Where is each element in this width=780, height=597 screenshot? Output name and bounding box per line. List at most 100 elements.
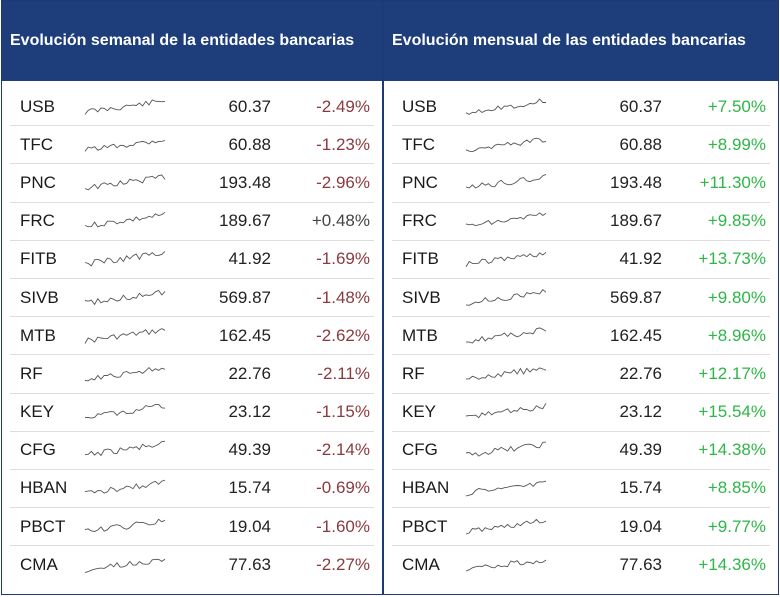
sparkline-icon: [464, 173, 548, 193]
change-percent: +14.36%: [698, 555, 766, 575]
price-value: 49.39: [619, 440, 662, 460]
ticker-symbol: SIVB: [20, 287, 59, 307]
price-value: 193.48: [610, 172, 662, 192]
price-value: 189.67: [610, 211, 662, 231]
change-percent: +8.99%: [707, 134, 766, 154]
change-percent: +15.54%: [698, 402, 766, 422]
price-value: 77.63: [228, 555, 271, 575]
change-percent: +14.38%: [698, 440, 766, 460]
sparkline-icon: [83, 211, 167, 231]
sparkline-icon: [83, 135, 167, 155]
table-row: KEY 23.12 -1.15%: [10, 394, 374, 432]
change-percent: -1.15%: [316, 402, 370, 422]
price-value: 23.12: [228, 402, 271, 422]
sparkline-icon: [83, 249, 167, 269]
sparkline-icon: [464, 135, 548, 155]
table-row: FRC 189.67 +0.48%: [10, 203, 374, 241]
ticker-symbol: TFC: [20, 134, 54, 154]
price-value: 162.45: [219, 325, 271, 345]
ticker-symbol: CMA: [20, 555, 58, 575]
ticker-symbol: KEY: [402, 402, 437, 422]
table-row: RF 22.76 +12.17%: [392, 355, 770, 394]
ticker-symbol: PNC: [402, 172, 438, 192]
table-row: KEY 23.12 +15.54%: [392, 394, 770, 432]
change-percent: +9.80%: [707, 287, 766, 307]
ticker-symbol: RF: [20, 363, 43, 383]
price-value: 22.76: [619, 363, 662, 383]
sparkline-icon: [83, 517, 167, 537]
weekly-panel: Evolución semanal de la entidades bancar…: [1, 0, 383, 595]
change-percent: +8.96%: [707, 325, 766, 345]
price-value: 60.88: [228, 134, 271, 154]
table-row: USB 60.37 +7.50%: [392, 88, 770, 127]
table-row: HBAN 15.74 -0.69%: [10, 470, 374, 509]
price-value: 23.12: [619, 402, 662, 422]
table-row: FITB 41.92 -1.69%: [10, 241, 374, 279]
weekly-panel-title: Evolución semanal de la entidades bancar…: [2, 1, 382, 81]
change-percent: -1.60%: [316, 516, 370, 536]
price-value: 77.63: [619, 555, 662, 575]
change-percent: -2.62%: [316, 325, 370, 345]
ticker-symbol: HBAN: [20, 478, 68, 498]
change-percent: -0.69%: [316, 478, 370, 498]
sparkline-icon: [83, 402, 167, 422]
sparkline-icon: [464, 440, 548, 460]
sparkline-icon: [464, 478, 548, 498]
monthly-panel: Evolución mensual de las entidades banca…: [383, 0, 779, 595]
ticker-symbol: CFG: [402, 440, 438, 460]
price-value: 193.48: [219, 172, 271, 192]
sparkline-icon: [464, 288, 548, 308]
sparkline-icon: [83, 478, 167, 498]
ticker-symbol: USB: [402, 96, 437, 116]
price-value: 189.67: [219, 211, 271, 231]
price-value: 162.45: [610, 325, 662, 345]
change-percent: -2.49%: [316, 96, 370, 116]
sparkline-icon: [83, 326, 167, 346]
price-value: 60.37: [228, 96, 271, 116]
price-value: 15.74: [228, 478, 271, 498]
ticker-symbol: FITB: [20, 249, 57, 269]
table-row: CMA 77.63 -2.27%: [10, 546, 374, 584]
table-row: CFG 49.39 +14.38%: [392, 432, 770, 470]
price-value: 41.92: [619, 249, 662, 269]
ticker-symbol: PBCT: [402, 516, 448, 536]
change-percent: -2.14%: [316, 440, 370, 460]
sparkline-icon: [83, 555, 167, 575]
weekly-table: USB 60.37 -2.49% TFC 60.88 -1.23% PNC 193.48 -2.…: [2, 88, 382, 584]
ticker-symbol: HBAN: [402, 478, 450, 498]
table-row: SIVB 569.87 +9.80%: [392, 279, 770, 318]
ticker-symbol: CFG: [20, 440, 56, 460]
change-percent: -1.48%: [316, 287, 370, 307]
change-percent: +13.73%: [698, 249, 766, 269]
price-value: 49.39: [228, 440, 271, 460]
table-row: MTB 162.45 +8.96%: [392, 317, 770, 356]
change-percent: +9.77%: [707, 516, 766, 536]
change-percent: +9.85%: [707, 211, 766, 231]
table-row: HBAN 15.74 +8.85%: [392, 470, 770, 509]
ticker-symbol: MTB: [20, 325, 56, 345]
sparkline-icon: [464, 326, 548, 346]
sparkline-icon: [464, 555, 548, 575]
table-row: RF 22.76 -2.11%: [10, 355, 374, 394]
price-value: 60.37: [619, 96, 662, 116]
price-value: 19.04: [619, 516, 662, 536]
ticker-symbol: PNC: [20, 172, 56, 192]
sparkline-icon: [464, 211, 548, 231]
price-value: 19.04: [228, 516, 271, 536]
ticker-symbol: KEY: [20, 402, 55, 422]
sparkline-icon: [83, 364, 167, 384]
change-percent: +0.48%: [311, 211, 370, 231]
table-row: FRC 189.67 +9.85%: [392, 203, 770, 241]
sparkline-icon: [464, 364, 548, 384]
price-value: 22.76: [228, 363, 271, 383]
price-value: 569.87: [219, 287, 271, 307]
sparkline-icon: [83, 173, 167, 193]
table-row: PBCT 19.04 +9.77%: [392, 508, 770, 547]
change-percent: +8.85%: [707, 478, 766, 498]
change-percent: -1.23%: [316, 134, 370, 154]
table-row: CFG 49.39 -2.14%: [10, 432, 374, 470]
ticker-symbol: PBCT: [20, 516, 66, 536]
sparkline-icon: [83, 97, 167, 117]
table-row: CMA 77.63 +14.36%: [392, 546, 770, 584]
ticker-symbol: SIVB: [402, 287, 441, 307]
